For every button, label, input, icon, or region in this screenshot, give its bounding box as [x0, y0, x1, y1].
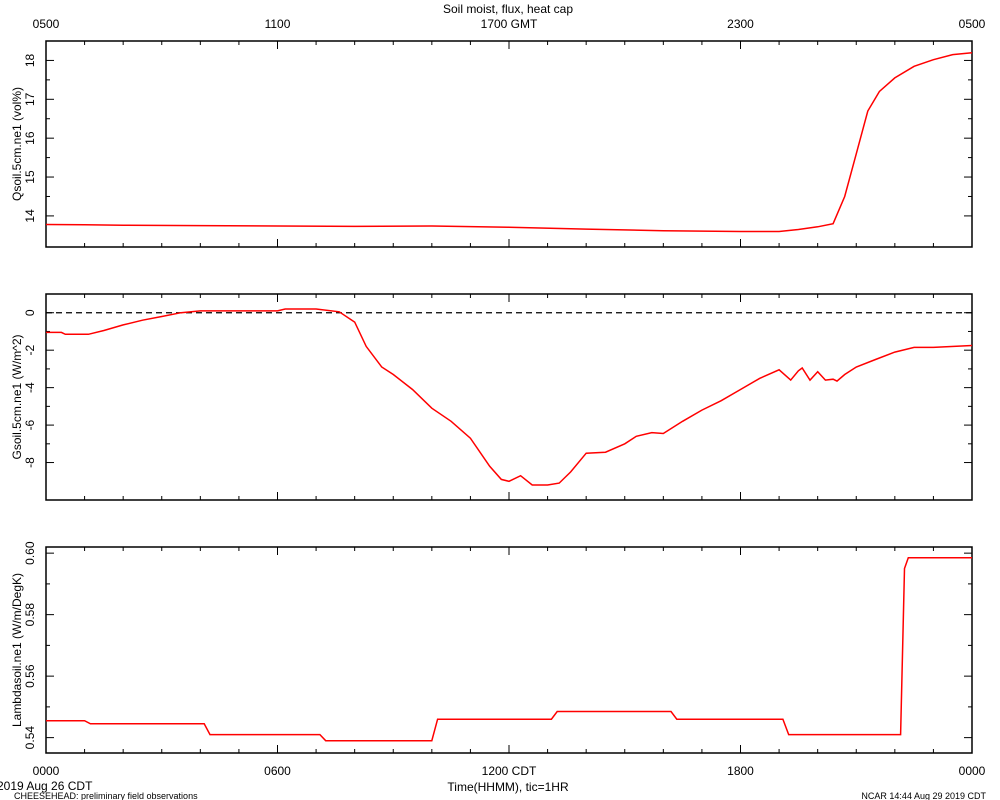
bottom-x-tick-label: 0000 — [33, 764, 60, 778]
y-tick-label: 0.60 — [23, 541, 37, 565]
y-tick-label: -2 — [23, 345, 37, 356]
date-label: 2019 Aug 26 CDT — [0, 779, 93, 793]
y-tick-label: 0.56 — [23, 664, 37, 688]
panel-3-frame — [45, 546, 973, 754]
y-axis-title: Gsoil.5cm.ne1 (W/m^2) — [10, 335, 24, 460]
y-tick-label: 0.54 — [23, 726, 37, 750]
series-line — [46, 557, 972, 742]
y-tick-label: -4 — [23, 382, 37, 393]
panel-1-frame — [45, 40, 973, 248]
bottom-x-tick-label: 0600 — [264, 764, 291, 778]
bottom-x-tick-label: 0000 — [959, 764, 986, 778]
y-tick-label: 16 — [23, 131, 37, 145]
y-tick-label: 14 — [23, 209, 37, 223]
chart-panels: 14 15 16 17 18 Qsoil.5cm.ne1 (vol%) 0 -2 -4 -6 -8G… — [10, 17, 986, 778]
y-tick-label: 0.58 — [23, 603, 37, 627]
series-line — [45, 51, 973, 233]
chart-title: Soil moist, flux, heat cap — [443, 2, 573, 16]
y-tick-label: 18 — [23, 53, 37, 67]
top-x-tick-label: 0500 — [959, 17, 986, 31]
y-axis-title: Qsoil.5cm.ne1 (vol%) — [10, 87, 24, 201]
y-axis-title: Lambdasoil.ne1 (W/m/DegK) — [10, 573, 24, 727]
y-tick-label: 0 — [23, 309, 37, 316]
bottom-x-tick-label: 1200 CDT — [482, 764, 537, 778]
x-axis-title: Time(HHMM), tic=1HR — [447, 780, 569, 794]
footer-left: CHEESEHEAD: preliminary field observatio… — [14, 791, 198, 800]
y-tick-label: -6 — [23, 419, 37, 430]
y-tick-label: 15 — [23, 170, 37, 184]
top-x-tick-label: 2300 — [727, 17, 754, 31]
panel-2-frame — [45, 293, 973, 501]
top-x-tick-label: 1100 — [265, 17, 291, 31]
bottom-x-tick-label: 1800 — [727, 764, 754, 778]
series-line — [46, 308, 973, 486]
y-tick-label: 17 — [23, 92, 37, 106]
top-x-tick-label: 0500 — [33, 17, 60, 31]
top-x-tick-label: 1700 GMT — [481, 17, 538, 31]
footer-right: NCAR 14:44 Aug 29 2019 CDT — [861, 791, 986, 800]
y-tick-label: -8 — [23, 457, 37, 468]
